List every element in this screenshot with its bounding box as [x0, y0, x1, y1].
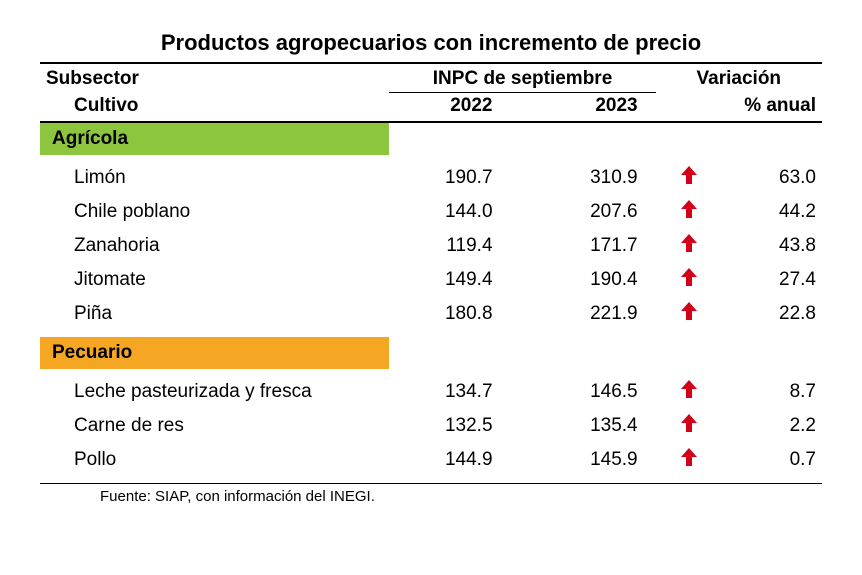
value-2022: 144.0 — [389, 195, 522, 229]
header-2022: 2022 — [389, 93, 522, 123]
direction-cell — [656, 229, 723, 263]
value-2023: 207.6 — [523, 195, 656, 229]
product-name: Jitomate — [40, 263, 389, 297]
product-name: Carne de res — [40, 409, 389, 443]
arrow-up-icon — [681, 268, 697, 286]
pct-change: 27.4 — [722, 263, 822, 297]
product-name: Piña — [40, 297, 389, 331]
arrow-up-icon — [681, 414, 697, 432]
value-2023: 190.4 — [523, 263, 656, 297]
value-2022: 149.4 — [389, 263, 522, 297]
direction-cell — [656, 409, 723, 443]
header-inpc: INPC de septiembre — [389, 63, 655, 93]
value-2023: 171.7 — [523, 229, 656, 263]
header-cultivo: Cultivo — [40, 93, 389, 123]
value-2023: 310.9 — [523, 161, 656, 195]
arrow-up-icon — [681, 234, 697, 252]
price-table: Subsector INPC de septiembre Variación C… — [40, 62, 822, 509]
direction-cell — [656, 375, 723, 409]
value-2022: 119.4 — [389, 229, 522, 263]
table-row: Zanahoria119.4171.7 43.8 — [40, 229, 822, 263]
value-2023: 146.5 — [523, 375, 656, 409]
header-pct-anual: % anual — [656, 93, 822, 123]
section-header: Agrícola — [40, 122, 389, 155]
arrow-up-icon — [681, 380, 697, 398]
table-title: Productos agropecuarios con incremento d… — [40, 30, 822, 56]
table-row: Chile poblano144.0207.6 44.2 — [40, 195, 822, 229]
value-2022: 144.9 — [389, 443, 522, 477]
header-2023: 2023 — [523, 93, 656, 123]
value-2022: 132.5 — [389, 409, 522, 443]
pct-change: 63.0 — [722, 161, 822, 195]
pct-change: 2.2 — [722, 409, 822, 443]
value-2022: 134.7 — [389, 375, 522, 409]
pct-change: 8.7 — [722, 375, 822, 409]
table-row: Limón190.7310.9 63.0 — [40, 161, 822, 195]
pct-change: 22.8 — [722, 297, 822, 331]
value-2022: 190.7 — [389, 161, 522, 195]
product-name: Chile poblano — [40, 195, 389, 229]
table-row: Leche pasteurizada y fresca134.7146.5 8.7 — [40, 375, 822, 409]
value-2023: 221.9 — [523, 297, 656, 331]
direction-cell — [656, 297, 723, 331]
pct-change: 0.7 — [722, 443, 822, 477]
header-subsector: Subsector — [40, 63, 389, 93]
source-note: Fuente: SIAP, con información del INEGI. — [40, 483, 822, 509]
pct-change: 43.8 — [722, 229, 822, 263]
table-row: Pollo144.9145.9 0.7 — [40, 443, 822, 477]
product-name: Leche pasteurizada y fresca — [40, 375, 389, 409]
product-name: Pollo — [40, 443, 389, 477]
table-row: Piña180.8221.9 22.8 — [40, 297, 822, 331]
value-2023: 135.4 — [523, 409, 656, 443]
direction-cell — [656, 443, 723, 477]
header-variacion: Variación — [656, 63, 822, 93]
section-header: Pecuario — [40, 337, 389, 369]
arrow-up-icon — [681, 302, 697, 320]
direction-cell — [656, 263, 723, 297]
direction-cell — [656, 195, 723, 229]
value-2023: 145.9 — [523, 443, 656, 477]
arrow-up-icon — [681, 200, 697, 218]
table-row: Carne de res132.5135.4 2.2 — [40, 409, 822, 443]
arrow-up-icon — [681, 166, 697, 184]
product-name: Zanahoria — [40, 229, 389, 263]
value-2022: 180.8 — [389, 297, 522, 331]
table-row: Jitomate149.4190.4 27.4 — [40, 263, 822, 297]
arrow-up-icon — [681, 448, 697, 466]
product-name: Limón — [40, 161, 389, 195]
direction-cell — [656, 161, 723, 195]
pct-change: 44.2 — [722, 195, 822, 229]
